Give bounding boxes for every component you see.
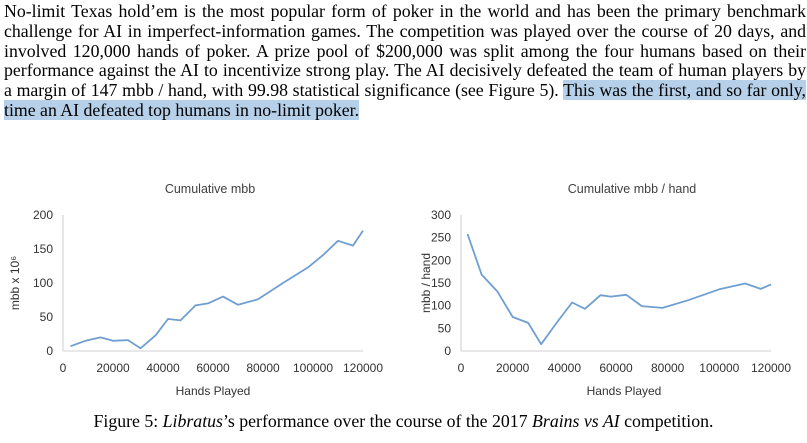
caption-name: Libratus — [162, 411, 223, 431]
series-line — [466, 233, 772, 346]
chart-cumulative-mbb: Cumulative mbb 0 50 100 150 200 0 20000 40000 600… — [0, 176, 395, 406]
caption-middle: ’s performance over the course of the 20… — [222, 411, 533, 431]
x-tick-label: 100000 — [699, 361, 739, 375]
x-tick-label: 40000 — [146, 361, 180, 375]
y-tick-label: 100 — [33, 276, 53, 290]
y-tick-label: 50 — [40, 310, 54, 324]
x-tick-label: 40000 — [548, 361, 582, 375]
x-tick-label: 20000 — [496, 361, 530, 375]
x-tick-label: 20000 — [96, 361, 130, 375]
y-tick-label: 0 — [46, 344, 53, 358]
paragraph-text: No-limit Texas hold’em is the most popul… — [4, 1, 806, 101]
body-paragraph: No-limit Texas hold’em is the most popul… — [4, 1, 806, 121]
x-tick-label: 0 — [458, 361, 465, 375]
x-tick-label: 60000 — [196, 361, 230, 375]
chart-title: Cumulative mbb / hand — [568, 182, 697, 196]
series-line — [70, 230, 364, 350]
y-tick-label: 150 — [431, 276, 451, 290]
y-tick-label: 250 — [431, 231, 451, 245]
caption-event: Brains vs AI — [532, 411, 620, 431]
x-tick-label: 0 — [60, 361, 67, 375]
x-axis-label: Hands Played — [176, 384, 251, 398]
figure-caption: Figure 5: Libratus’s performance over th… — [0, 411, 807, 432]
y-axis-label: mbb / hand — [419, 253, 433, 313]
x-tick-label: 80000 — [246, 361, 280, 375]
y-tick-label: 100 — [431, 299, 451, 313]
y-tick-label: 150 — [33, 242, 53, 256]
x-tick-label: 60000 — [599, 361, 633, 375]
y-tick-label: 200 — [431, 253, 451, 267]
y-tick-label: 300 — [431, 208, 451, 222]
y-axis-label: mbb x 10⁶ — [8, 256, 22, 310]
x-tick-label: 100000 — [293, 361, 333, 375]
y-tick-label: 50 — [438, 321, 452, 335]
chart-cumulative-mbb-per-hand: Cumulative mbb / hand 0 50 100 150 200 250 300 0… — [410, 176, 807, 406]
x-tick-label: 120000 — [343, 361, 383, 375]
chart-cumulative-mbb-per-hand-svg: Cumulative mbb / hand 0 50 100 150 200 250 300 0… — [419, 182, 791, 398]
x-tick-label: 120000 — [751, 361, 791, 375]
caption-suffix: competition. — [619, 411, 714, 431]
x-tick-label: 80000 — [651, 361, 685, 375]
x-axis-label: Hands Played — [587, 384, 662, 398]
y-tick-label: 200 — [33, 208, 53, 222]
chart-cumulative-mbb-svg: Cumulative mbb 0 50 100 150 200 0 20000 40000 600… — [8, 182, 383, 398]
y-tick-label: 0 — [444, 344, 451, 358]
chart-title: Cumulative mbb — [165, 182, 255, 196]
caption-prefix: Figure 5: — [93, 411, 163, 431]
